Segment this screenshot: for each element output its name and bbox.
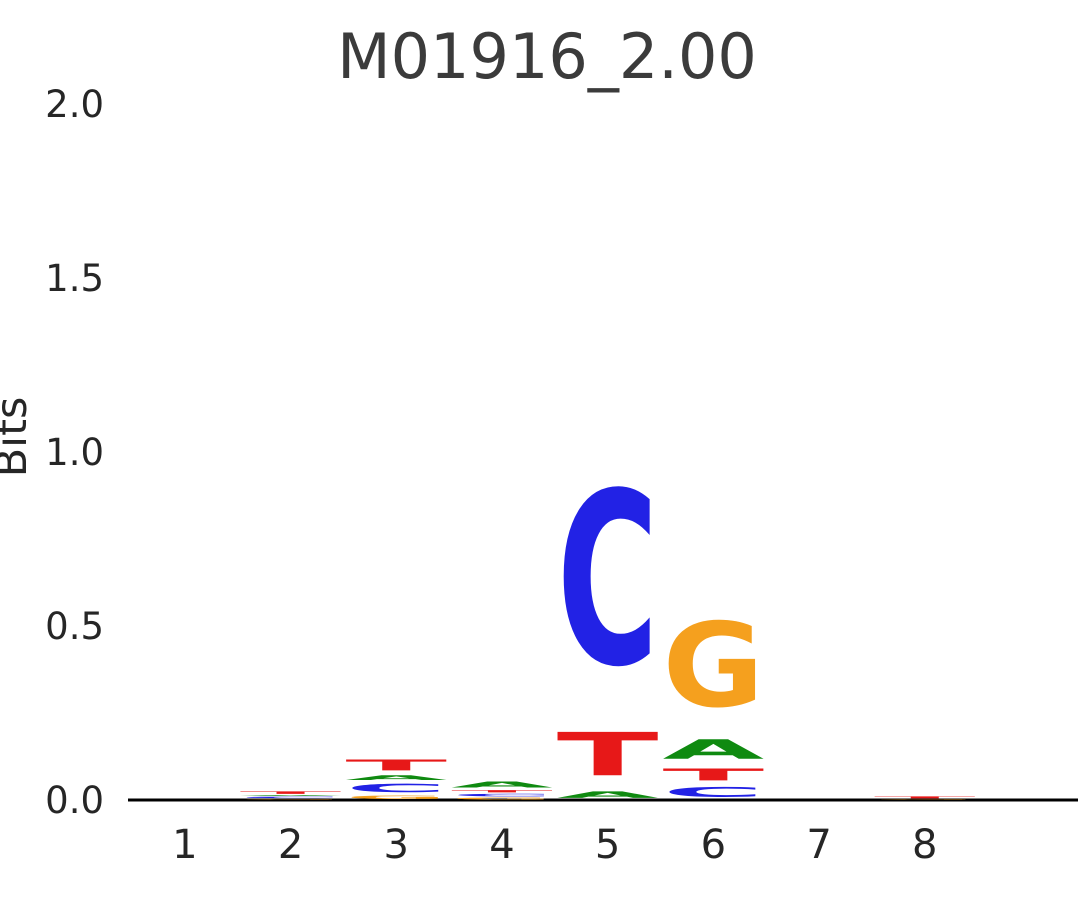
- logo-letter-T: T: [663, 765, 765, 784]
- x-tick-label: 1: [172, 822, 197, 868]
- x-axis-tick-labels: 1 2 3 4 5 6 7 8: [172, 822, 937, 868]
- logo-letter-C: C: [345, 782, 447, 795]
- logo-letter-C: C: [240, 796, 342, 798]
- logo-letter-T: T: [345, 757, 447, 774]
- logo-letter-C: C: [663, 785, 765, 800]
- logo-letter-A: A: [345, 774, 447, 782]
- logo-letter-G: G: [451, 797, 553, 800]
- logo-letter-T: T: [874, 796, 976, 799]
- chart-title: M01916_2.00: [337, 20, 757, 93]
- logo-letter-A: A: [557, 790, 659, 800]
- logo-letter-G: G: [345, 795, 447, 800]
- y-axis-label: Bits: [0, 397, 37, 478]
- y-tick-label: 0.0: [45, 779, 104, 822]
- logo-letter-G: G: [240, 799, 342, 800]
- x-tick-label: 3: [384, 822, 409, 868]
- logo-letter-T: T: [240, 791, 342, 795]
- logo-letter-C: C: [557, 442, 659, 719]
- y-tick-label: 1.5: [45, 257, 104, 300]
- logo-letter-A: A: [240, 795, 342, 796]
- logo-letter-A: A: [663, 734, 765, 765]
- y-tick-label: 0.5: [45, 605, 104, 648]
- x-tick-label: 4: [489, 822, 514, 868]
- logo-letter-T: T: [557, 720, 659, 789]
- y-axis-tick-labels: 0.0 0.5 1.0 1.5 2.0: [45, 83, 104, 822]
- y-tick-label: 2.0: [45, 83, 104, 126]
- x-tick-label: 2: [278, 822, 303, 868]
- logo-letter-C: C: [451, 793, 553, 797]
- x-tick-label: 6: [701, 822, 726, 868]
- x-tick-label: 5: [595, 822, 620, 868]
- y-tick-label: 1.0: [45, 431, 104, 474]
- logo-letter-A: A: [451, 780, 553, 790]
- logo-letter-G: G: [663, 600, 765, 734]
- logo-letter-G: G: [874, 799, 976, 800]
- logo-letter-T: T: [451, 790, 553, 793]
- x-tick-label: 7: [806, 822, 831, 868]
- x-tick-label: 8: [912, 822, 937, 868]
